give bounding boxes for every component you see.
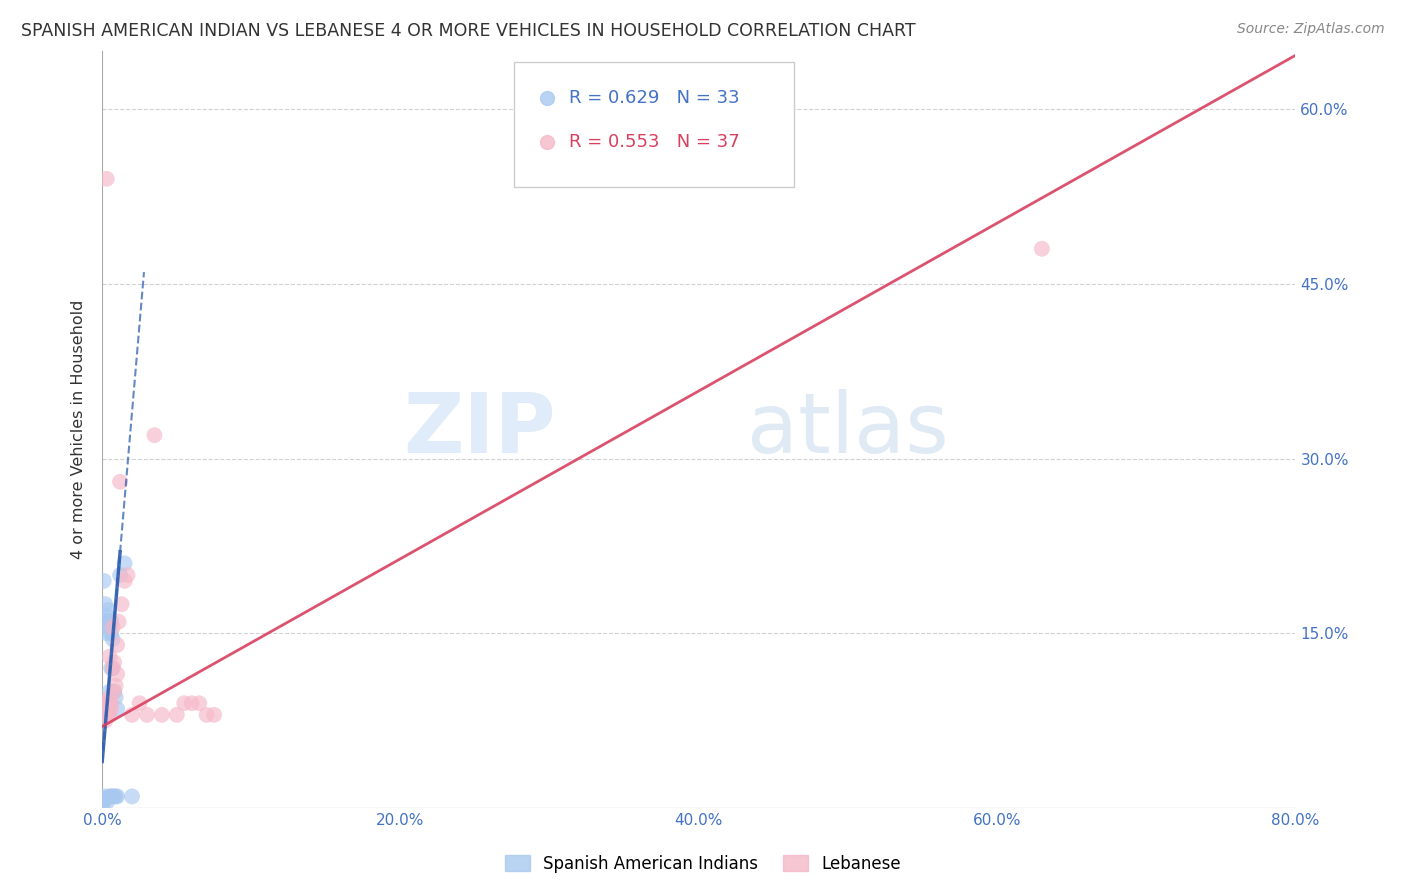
Point (100, 615, 122, 629)
Point (105, 638, 128, 652)
Point (94, 597, 117, 611)
Point (96, 626, 118, 640)
Point (195, 707, 218, 722)
Point (104, 690, 127, 705)
Point (101, 789, 124, 804)
Point (128, 696, 150, 710)
Point (98, 707, 121, 722)
Point (98, 684, 121, 698)
Point (96, 795, 118, 809)
Point (97, 702, 120, 716)
Text: ZIP: ZIP (404, 389, 555, 470)
Point (103, 789, 125, 804)
Point (93, 574, 115, 588)
Point (108, 568, 131, 582)
Point (93, 707, 115, 722)
Point (104, 789, 127, 804)
Point (104, 679, 127, 693)
Point (166, 707, 188, 722)
Point (96, 707, 118, 722)
Text: SPANISH AMERICAN INDIAN VS LEBANESE 4 OR MORE VEHICLES IN HOUSEHOLD CORRELATION : SPANISH AMERICAN INDIAN VS LEBANESE 4 OR… (21, 22, 915, 40)
Point (98, 620, 121, 634)
Point (136, 707, 159, 722)
Point (100, 661, 122, 675)
Point (105, 667, 128, 681)
Point (98, 789, 121, 804)
Point (96, 172, 118, 186)
Point (93, 791, 115, 805)
Point (114, 557, 136, 571)
Point (100, 696, 122, 710)
Point (108, 475, 131, 489)
Text: Source: ZipAtlas.com: Source: ZipAtlas.com (1237, 22, 1385, 37)
Text: atlas: atlas (747, 389, 948, 470)
Point (107, 615, 129, 629)
Point (96, 608, 118, 623)
Point (121, 707, 143, 722)
Point (98, 615, 121, 629)
Point (105, 702, 128, 716)
Point (94, 714, 117, 728)
Point (103, 684, 125, 698)
Point (93, 795, 115, 809)
Point (143, 428, 166, 442)
Y-axis label: 4 or more Vehicles in Household: 4 or more Vehicles in Household (72, 300, 86, 559)
Point (97, 603, 120, 617)
Point (101, 632, 124, 647)
Point (117, 568, 139, 582)
Point (94, 789, 117, 804)
Point (97, 707, 120, 722)
Point (91, 795, 114, 809)
Point (97, 696, 120, 710)
Point (173, 696, 195, 710)
Point (93, 696, 115, 710)
Point (103, 684, 125, 698)
Point (103, 656, 125, 670)
Point (121, 789, 143, 804)
Point (100, 789, 122, 804)
Point (188, 696, 211, 710)
Point (150, 707, 173, 722)
Point (180, 696, 202, 710)
FancyBboxPatch shape (513, 62, 794, 187)
Point (110, 597, 132, 611)
Point (94, 615, 117, 629)
Point (1031, 242, 1053, 256)
Point (101, 620, 124, 634)
Point (100, 626, 122, 640)
Point (202, 707, 225, 722)
Point (105, 789, 128, 804)
Text: R = 0.629   N = 33: R = 0.629 N = 33 (569, 89, 740, 107)
Point (100, 702, 122, 716)
Point (98, 649, 121, 664)
Text: R = 0.553   N = 37: R = 0.553 N = 37 (569, 133, 740, 151)
Legend: Spanish American Indians, Lebanese: Spanish American Indians, Lebanese (498, 848, 908, 880)
Point (94, 702, 117, 716)
Point (114, 574, 136, 588)
Point (97, 615, 120, 629)
Point (101, 661, 124, 675)
Point (98, 690, 121, 705)
Point (101, 661, 124, 675)
